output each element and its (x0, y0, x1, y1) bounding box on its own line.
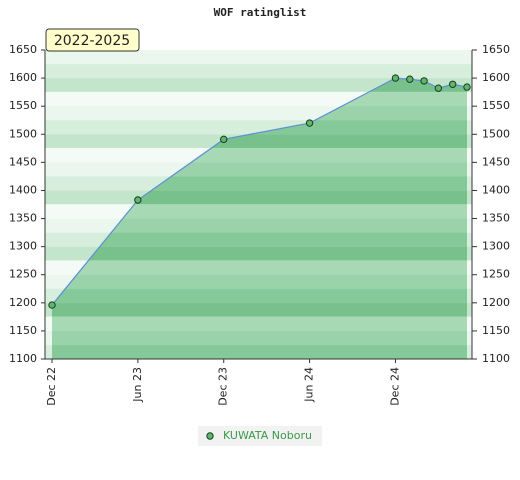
y2-tick-label: 1150 (482, 324, 510, 337)
y-tick-label: 1350 (9, 212, 37, 225)
legend (198, 426, 322, 446)
x-tick-label: Jun 24 (303, 367, 316, 403)
y-tick-label: 1600 (9, 71, 37, 84)
y2-tick-label: 1550 (482, 99, 510, 112)
y-tick-label: 1250 (9, 268, 37, 281)
x-tick-label: Jun 23 (131, 367, 144, 403)
line (51, 77, 468, 306)
badge: 2022-2025 (54, 33, 130, 49)
y-tick-label: 1200 (9, 296, 37, 309)
x-tick-label: Dec 23 (217, 367, 230, 406)
y-tick-label: 1150 (9, 324, 37, 337)
point (406, 75, 414, 83)
y-tick-label: 1650 (9, 43, 37, 56)
y-tick-label: 1100 (9, 352, 37, 365)
y2-tick-label: 1650 (482, 43, 510, 56)
x-tick-label: Dec 24 (388, 367, 401, 406)
y2-tick-label: 1200 (482, 296, 510, 309)
area (52, 78, 467, 359)
point (420, 77, 428, 85)
y-tick-label: 1400 (9, 183, 37, 196)
legend-label: KUWATA Noboru (223, 429, 312, 442)
point (434, 84, 443, 92)
legend-marker (206, 432, 214, 440)
y2-tick-label: 1250 (482, 268, 510, 281)
y-tick-label: 1300 (9, 240, 37, 253)
y-tick-label: 1550 (9, 99, 37, 112)
y2-tick-label: 1100 (482, 352, 510, 365)
point (220, 135, 228, 144)
y2-tick-label: 1350 (482, 212, 510, 225)
x-tick-label: Dec 22 (45, 367, 58, 406)
y2-tick-label: 1500 (482, 127, 510, 140)
y-tick-label: 1500 (9, 127, 37, 140)
y-tick-label: 1450 (9, 155, 37, 168)
point (448, 80, 457, 88)
point (134, 196, 142, 204)
y2-tick-label: 1400 (482, 183, 510, 196)
point (391, 74, 400, 82)
badge-box (45, 28, 140, 52)
point (463, 83, 471, 91)
point (305, 119, 314, 127)
y2-tick-label: 1450 (482, 155, 510, 168)
chart-title: WOF ratinglist (214, 6, 307, 19)
y2-tick-label: 1600 (482, 71, 510, 84)
point (48, 301, 56, 309)
y2-tick-label: 1300 (482, 240, 510, 253)
